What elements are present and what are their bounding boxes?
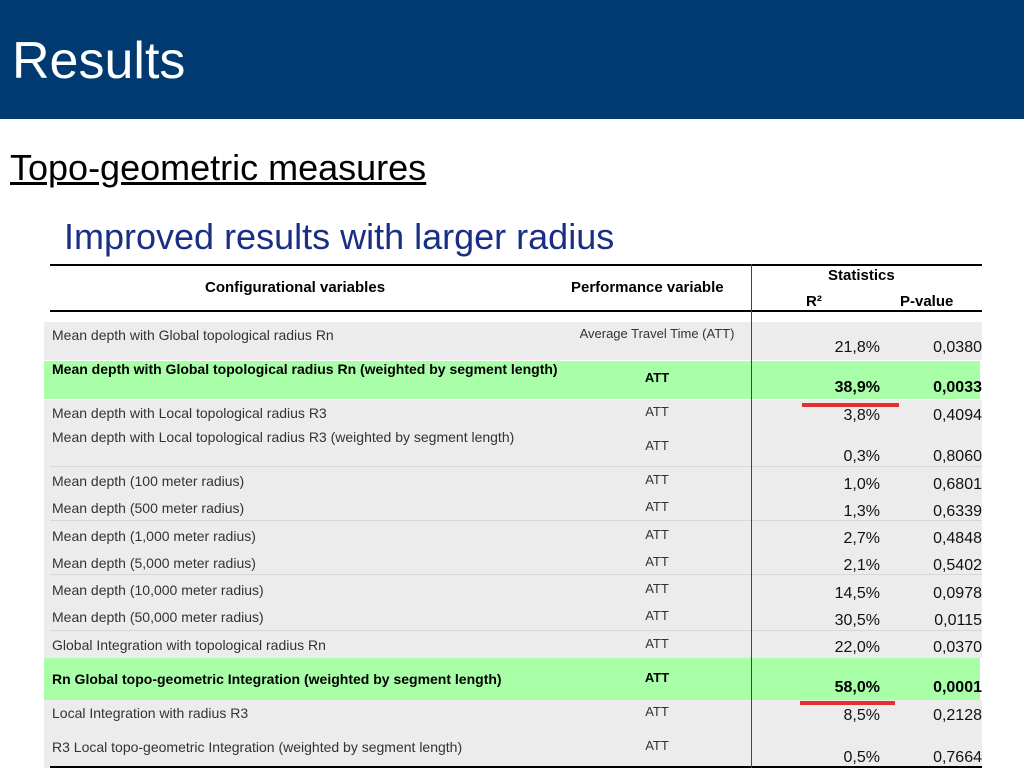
slide-title: Results <box>12 32 186 90</box>
row-performance: Average Travel Time (ATT) <box>579 326 735 341</box>
row-config: Mean depth (1,000 meter radius) <box>52 528 256 544</box>
row-r2: 0,5% <box>843 749 880 766</box>
row-pvalue: 0,2128 <box>933 707 982 724</box>
header-performance: Performance variable <box>571 279 724 296</box>
row-band <box>44 520 982 574</box>
row-performance: ATT <box>645 581 669 596</box>
section-subtitle: Topo-geometric measures <box>10 147 427 188</box>
table-top-rule <box>50 264 982 266</box>
row-config: Mean depth with Global topological radiu… <box>52 327 334 343</box>
row-band <box>44 466 982 520</box>
row-performance: ATT <box>645 472 669 487</box>
header-statistics: Statistics <box>828 267 895 284</box>
row-band <box>44 574 982 630</box>
row-config: Rn Global topo-geometric Integration (we… <box>52 671 502 687</box>
row-config: Mean depth with Local topological radius… <box>52 405 327 421</box>
row-performance: ATT <box>645 438 669 453</box>
header-config: Configurational variables <box>205 279 386 296</box>
row-pvalue: 0,6339 <box>933 503 982 520</box>
row-r2: 38,9% <box>834 379 880 396</box>
row-pvalue: 0,7664 <box>933 749 982 766</box>
highlight-row <box>44 658 980 700</box>
row-r2: 14,5% <box>834 585 880 602</box>
row-r2: 8,5% <box>843 707 880 724</box>
red-underline-mark <box>800 701 895 705</box>
row-r2: 0,3% <box>843 448 880 465</box>
row-pvalue: 0,0978 <box>933 585 982 602</box>
row-performance: ATT <box>644 670 670 685</box>
row-band <box>44 400 982 466</box>
row-band <box>44 322 982 360</box>
row-config: Local Integration with radius R3 <box>52 705 249 721</box>
highlight-row <box>44 361 980 399</box>
row-pvalue: 0,4848 <box>933 530 982 547</box>
row-performance: ATT <box>645 608 669 623</box>
row-r2: 2,7% <box>843 530 880 547</box>
row-pvalue: 0,6801 <box>933 476 982 493</box>
row-divider <box>50 574 982 575</box>
row-performance: ATT <box>645 636 669 651</box>
row-r2: 21,8% <box>834 339 880 356</box>
row-pvalue: 0,8060 <box>933 448 982 465</box>
row-performance: ATT <box>645 404 669 419</box>
row-pvalue: 0,0115 <box>934 612 982 629</box>
row-pvalue: 0,0001 <box>933 679 982 696</box>
row-divider <box>50 520 982 521</box>
row-r2: 30,5% <box>834 612 880 629</box>
row-pvalue: 0,4094 <box>933 407 982 424</box>
header-r2: R² <box>806 293 822 310</box>
row-r2: 3,8% <box>843 407 880 424</box>
row-performance: ATT <box>645 499 669 514</box>
row-band <box>44 630 982 658</box>
row-performance: ATT <box>645 554 669 569</box>
row-config: Mean depth with Local topological radius… <box>52 429 515 445</box>
header-bottom-rule <box>50 310 982 312</box>
row-divider <box>50 630 982 631</box>
row-config: R3 Local topo-geometric Integration (wei… <box>52 739 463 755</box>
row-config: Global Integration with topological radi… <box>52 637 326 653</box>
row-config: Mean depth (5,000 meter radius) <box>52 555 256 571</box>
row-r2: 22,0% <box>834 639 880 656</box>
row-config: Mean depth with Global topological radiu… <box>52 361 558 377</box>
row-r2: 2,1% <box>843 557 880 574</box>
row-performance: ATT <box>645 738 669 753</box>
row-pvalue: 0,0380 <box>933 339 982 356</box>
column-divider <box>751 264 752 768</box>
header-pvalue: P-value <box>900 293 954 310</box>
row-r2: 58,0% <box>834 679 880 696</box>
row-config: Mean depth (500 meter radius) <box>52 500 245 516</box>
row-performance: ATT <box>645 704 669 719</box>
row-config: Mean depth (10,000 meter radius) <box>52 582 264 598</box>
table-bottom-rule <box>50 766 982 768</box>
row-config: Mean depth (100 meter radius) <box>52 473 245 489</box>
row-pvalue: 0,0370 <box>933 639 982 656</box>
row-performance: ATT <box>645 527 669 542</box>
row-band <box>44 700 982 768</box>
title-bar: Results <box>0 0 1024 119</box>
slide-heading: Improved results with larger radius <box>64 216 615 257</box>
row-r2: 1,0% <box>843 476 880 493</box>
row-r2: 1,3% <box>843 503 880 520</box>
row-performance: ATT <box>644 370 670 385</box>
row-pvalue: 0,0033 <box>933 379 982 396</box>
row-pvalue: 0,5402 <box>933 557 982 574</box>
row-divider <box>50 466 982 467</box>
row-config: Mean depth (50,000 meter radius) <box>52 609 264 625</box>
red-underline-mark <box>802 403 899 407</box>
